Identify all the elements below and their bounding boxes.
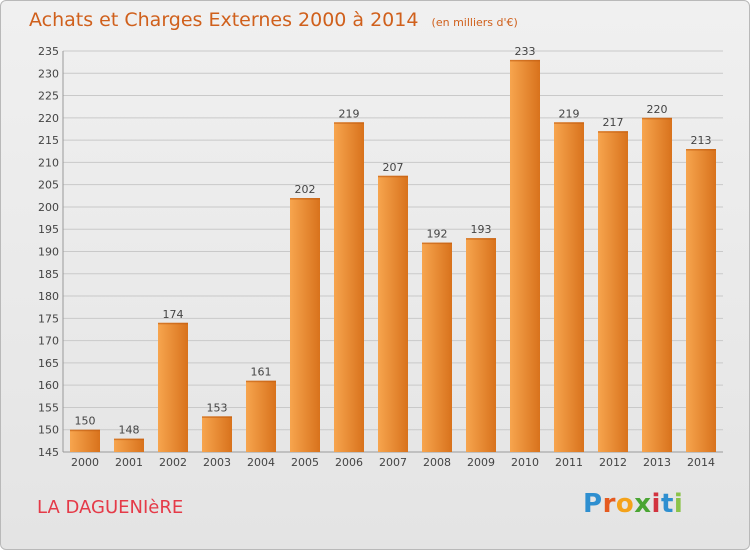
logo-letter: o (615, 489, 635, 519)
value-label: 220 (647, 103, 668, 116)
value-label: 233 (515, 45, 536, 58)
value-label: 174 (163, 308, 184, 321)
bar-2004 (246, 380, 276, 452)
bar-top-edge (202, 416, 232, 418)
proxiti-logo: Proxiti (583, 489, 683, 519)
bar-top-edge (378, 175, 408, 178)
value-label: 150 (75, 415, 96, 428)
logo-letter: t (660, 489, 674, 519)
y-tick-label: 145 (38, 446, 59, 459)
value-label: 148 (119, 424, 140, 437)
y-axis-ticks: 145 150 155 160 165 170 175 180 185 190 195 200 205 2… (38, 45, 59, 459)
x-tick-label: 2013 (643, 456, 671, 469)
bar-2008 (422, 242, 452, 452)
x-tick-label: 2005 (291, 456, 319, 469)
value-label: 153 (207, 401, 228, 414)
y-tick-label: 190 (38, 246, 59, 259)
y-tick-label: 165 (38, 357, 59, 370)
logo-letter: x (634, 489, 652, 519)
logo-letter: i (673, 489, 684, 519)
y-tick-label: 225 (38, 90, 59, 103)
bar-top-edge (554, 122, 584, 124)
x-axis-ticks: 2000 2001 2002 2003 2004 2005 2006 2007 2008 2009… (71, 456, 715, 469)
chart-subtitle: (en milliers d'€) (431, 16, 518, 29)
bar-2010 (510, 59, 540, 453)
value-label: 202 (295, 183, 316, 196)
y-tick-label: 185 (38, 268, 59, 281)
bar-2007 (378, 175, 408, 452)
y-tick-label: 180 (38, 290, 59, 303)
x-tick-label: 2001 (115, 456, 143, 469)
x-tick-label: 2009 (467, 456, 495, 469)
y-tick-label: 170 (38, 335, 59, 348)
y-tick-label: 205 (38, 179, 59, 192)
bar-top-edge (290, 198, 320, 200)
value-label: 217 (603, 116, 624, 129)
x-tick-label: 2003 (203, 456, 231, 469)
place-name: LA DAGUENIèRE (37, 497, 184, 518)
x-tick-label: 2000 (71, 456, 99, 469)
bar-top-edge (510, 59, 540, 62)
value-label: 192 (427, 228, 448, 241)
value-label: 161 (251, 366, 272, 379)
y-tick-label: 220 (38, 112, 59, 125)
y-tick-label: 175 (38, 312, 59, 325)
bar-2006 (334, 122, 364, 453)
y-tick-label: 215 (38, 134, 59, 147)
value-label: 219 (559, 107, 580, 120)
logo-letter: r (602, 489, 616, 519)
chart-title: Achats et Charges Externes 2000 à 2014 (29, 9, 419, 31)
bar-top-edge (466, 238, 496, 240)
bar-top-edge (334, 122, 364, 124)
y-tick-label: 195 (38, 223, 59, 236)
bar-2013 (642, 117, 672, 452)
bar-top-edge (642, 117, 672, 120)
bar-2012 (598, 131, 628, 452)
bar-top-edge (422, 242, 452, 245)
bar-top-edge (246, 380, 276, 383)
x-tick-label: 2008 (423, 456, 451, 469)
bar-2014 (686, 149, 716, 452)
x-tick-label: 2011 (555, 456, 583, 469)
bar-2005 (290, 198, 320, 452)
value-labels: 150 148 174 153 161 202 219 207 192 193 233 219 217 2… (75, 45, 712, 437)
logo-letter: P (583, 489, 603, 519)
value-label: 207 (383, 161, 404, 174)
logo-letter: i (651, 489, 661, 519)
x-tick-label: 2004 (247, 456, 275, 469)
bar-2011 (554, 122, 584, 453)
y-tick-label: 210 (38, 156, 59, 169)
x-tick-label: 2002 (159, 456, 187, 469)
bars (70, 59, 716, 453)
bar-top-edge (114, 438, 144, 441)
bar-top-edge (686, 149, 716, 151)
title-row: Achats et Charges Externes 2000 à 2014 (… (29, 9, 518, 31)
x-tick-label: 2006 (335, 456, 363, 469)
value-label: 213 (691, 134, 712, 147)
y-tick-label: 230 (38, 67, 59, 80)
x-tick-label: 2014 (687, 456, 715, 469)
bar-top-edge (70, 429, 100, 432)
bar-2000 (70, 429, 100, 452)
bar-2002 (158, 322, 188, 452)
value-label: 219 (339, 107, 360, 120)
bar-2009 (466, 238, 496, 452)
x-tick-label: 2007 (379, 456, 407, 469)
bar-top-edge (158, 322, 188, 325)
bar-2003 (202, 416, 232, 452)
x-tick-label: 2010 (511, 456, 539, 469)
y-tick-label: 160 (38, 379, 59, 392)
bar-2001 (114, 438, 144, 452)
y-tick-label: 155 (38, 401, 59, 414)
x-tick-label: 2012 (599, 456, 627, 469)
bar-top-edge (598, 131, 628, 133)
y-tick-label: 200 (38, 201, 59, 214)
y-tick-label: 235 (38, 45, 59, 58)
y-tick-label: 150 (38, 424, 59, 437)
value-label: 193 (471, 223, 492, 236)
